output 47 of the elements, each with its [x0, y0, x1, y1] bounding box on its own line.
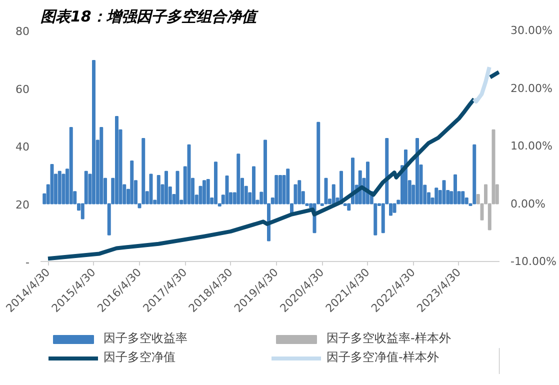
y2-tick-label: 30.00%: [510, 24, 552, 37]
bar: [454, 174, 457, 204]
y-tick-label: -: [26, 256, 30, 269]
bar: [274, 174, 278, 204]
y-tick-label: 60: [16, 82, 30, 96]
bar: [332, 184, 336, 204]
bar: [100, 127, 104, 204]
y2-tick-label: 10.00%: [510, 140, 552, 152]
bar: [115, 116, 118, 204]
bar: [92, 60, 96, 204]
bar: [58, 170, 62, 204]
y2-tick-label: 0.00%: [510, 197, 546, 210]
chart-title: 图表18：增强因子多空组合净值: [40, 8, 258, 26]
bar: [202, 180, 206, 204]
bar: [472, 144, 476, 204]
bar: [278, 174, 282, 204]
bar: [130, 160, 134, 204]
y-tick-label: 40: [16, 140, 30, 154]
legend-label: 因子多空净值-样本外: [326, 349, 440, 366]
bar: [206, 178, 210, 204]
y-tick-label: 20: [16, 198, 30, 212]
bar: [461, 191, 465, 204]
bar: [176, 170, 180, 204]
y2-tick-label: -10.00%: [510, 255, 556, 268]
bar: [434, 188, 438, 204]
y-tick-label: 80: [16, 25, 30, 38]
bar: [324, 178, 328, 204]
bar: [214, 162, 218, 204]
bar: [442, 180, 446, 204]
line-series: [472, 65, 492, 104]
bar: [298, 180, 302, 204]
bar: [50, 164, 54, 204]
bar: [142, 138, 146, 204]
legend-label: 因子多空收益率: [104, 330, 188, 347]
bar: [149, 174, 153, 204]
bar: [187, 144, 191, 204]
bar: [156, 174, 160, 204]
y2-tick-label: 20.00%: [510, 82, 552, 95]
bar: [225, 176, 229, 204]
legend-label: 因子多空净值: [104, 349, 176, 366]
bar: [69, 127, 73, 204]
legend-label: 因子多空收益率-样本外: [326, 330, 452, 347]
bar: [392, 203, 396, 213]
bar: [236, 154, 240, 204]
bar: [164, 170, 168, 204]
bar: [416, 138, 419, 204]
bar: [252, 166, 256, 204]
